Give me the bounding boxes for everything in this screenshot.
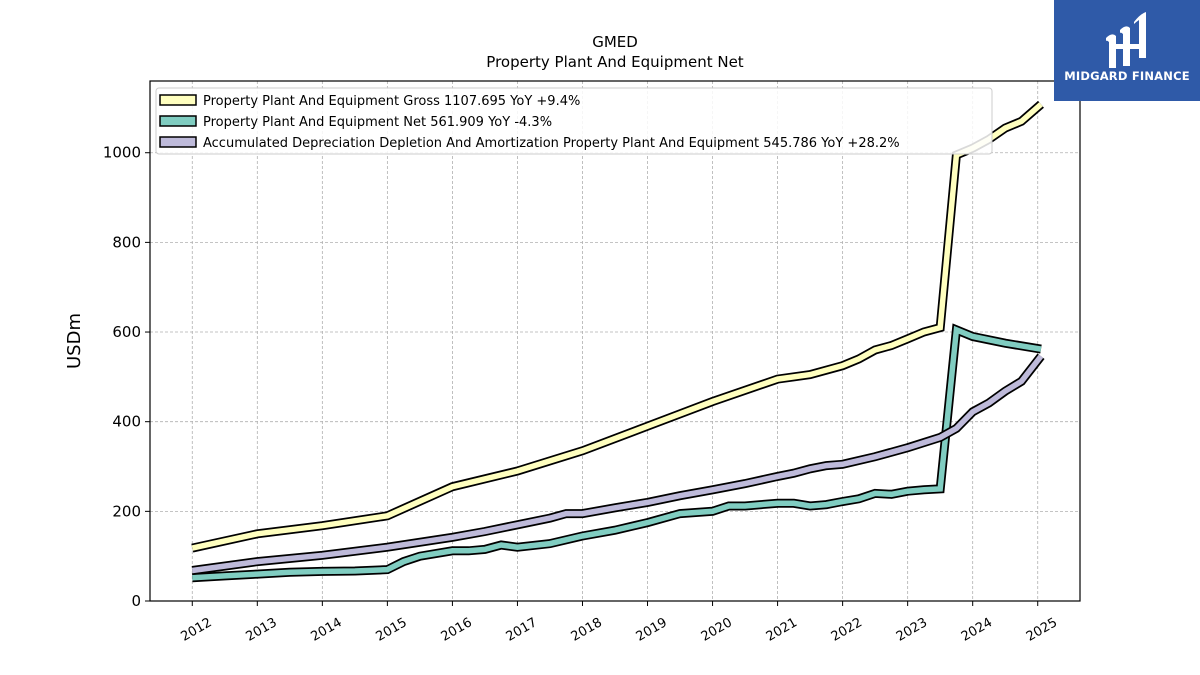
chart-subtitle: Property Plant And Equipment Net xyxy=(486,53,743,71)
y-tick-label: 200 xyxy=(112,502,141,520)
x-tick-label: 2023 xyxy=(894,615,930,645)
x-tick-label: 2013 xyxy=(243,615,279,645)
x-tick-label: 2015 xyxy=(374,615,410,645)
series-line-outline xyxy=(192,323,1042,583)
legend-entry: Property Plant And Equipment Gross 1107.… xyxy=(203,94,580,109)
legend-swatch xyxy=(159,115,197,127)
x-tick-label: 2021 xyxy=(764,615,800,645)
y-tick-label: 400 xyxy=(112,413,141,431)
series-line-outline xyxy=(191,353,1045,575)
x-tick-label: 2012 xyxy=(178,615,214,645)
y-tick-label: 0 xyxy=(131,592,141,610)
series-2 xyxy=(192,323,1042,583)
x-tick-label: 2020 xyxy=(699,615,735,645)
y-tick-label: 600 xyxy=(112,323,141,341)
series-line xyxy=(191,102,1043,551)
y-tick-label: 1000 xyxy=(103,144,141,162)
x-tick-label: 2016 xyxy=(439,615,475,645)
series-3 xyxy=(191,353,1045,575)
x-tick-label: 2025 xyxy=(1024,615,1060,645)
x-tick-label: 2017 xyxy=(504,615,540,645)
series-layer xyxy=(191,100,1045,583)
legend-swatch xyxy=(159,94,197,106)
y-tick-label: 800 xyxy=(112,233,141,251)
axis-ticks: 2012 2013 2014 2015 2016 2017 2018 2019 2020 2021… xyxy=(103,144,1060,645)
series-line-outline xyxy=(191,100,1044,553)
x-tick-label: 2022 xyxy=(829,615,865,645)
chart-title: GMED xyxy=(592,33,638,51)
legend-frame xyxy=(155,87,993,155)
x-tick-label: 2019 xyxy=(634,615,670,645)
series-1 xyxy=(191,100,1044,553)
logo-text: MIDGARD FINANCE xyxy=(1064,69,1190,83)
midgard-finance-logo: MIDGARD FINANCE xyxy=(1054,0,1200,101)
x-tick-label: 2018 xyxy=(569,615,605,645)
legend: Property Plant And Equipment Gross 1107.… xyxy=(155,87,993,155)
series-line xyxy=(192,325,1042,581)
grid-lines xyxy=(150,81,1080,602)
plot-area-border xyxy=(149,80,1081,602)
legend-entry: Property Plant And Equipment Net 561.909… xyxy=(203,115,552,130)
legend-swatch xyxy=(159,136,197,148)
x-tick-label: 2024 xyxy=(959,615,995,645)
y-axis-label: USDm xyxy=(64,313,85,369)
legend-entry: Accumulated Depreciation Depletion And A… xyxy=(203,136,900,151)
x-tick-label: 2014 xyxy=(309,615,345,645)
midgard-logo-icon xyxy=(1106,12,1146,68)
series-line xyxy=(191,354,1044,574)
